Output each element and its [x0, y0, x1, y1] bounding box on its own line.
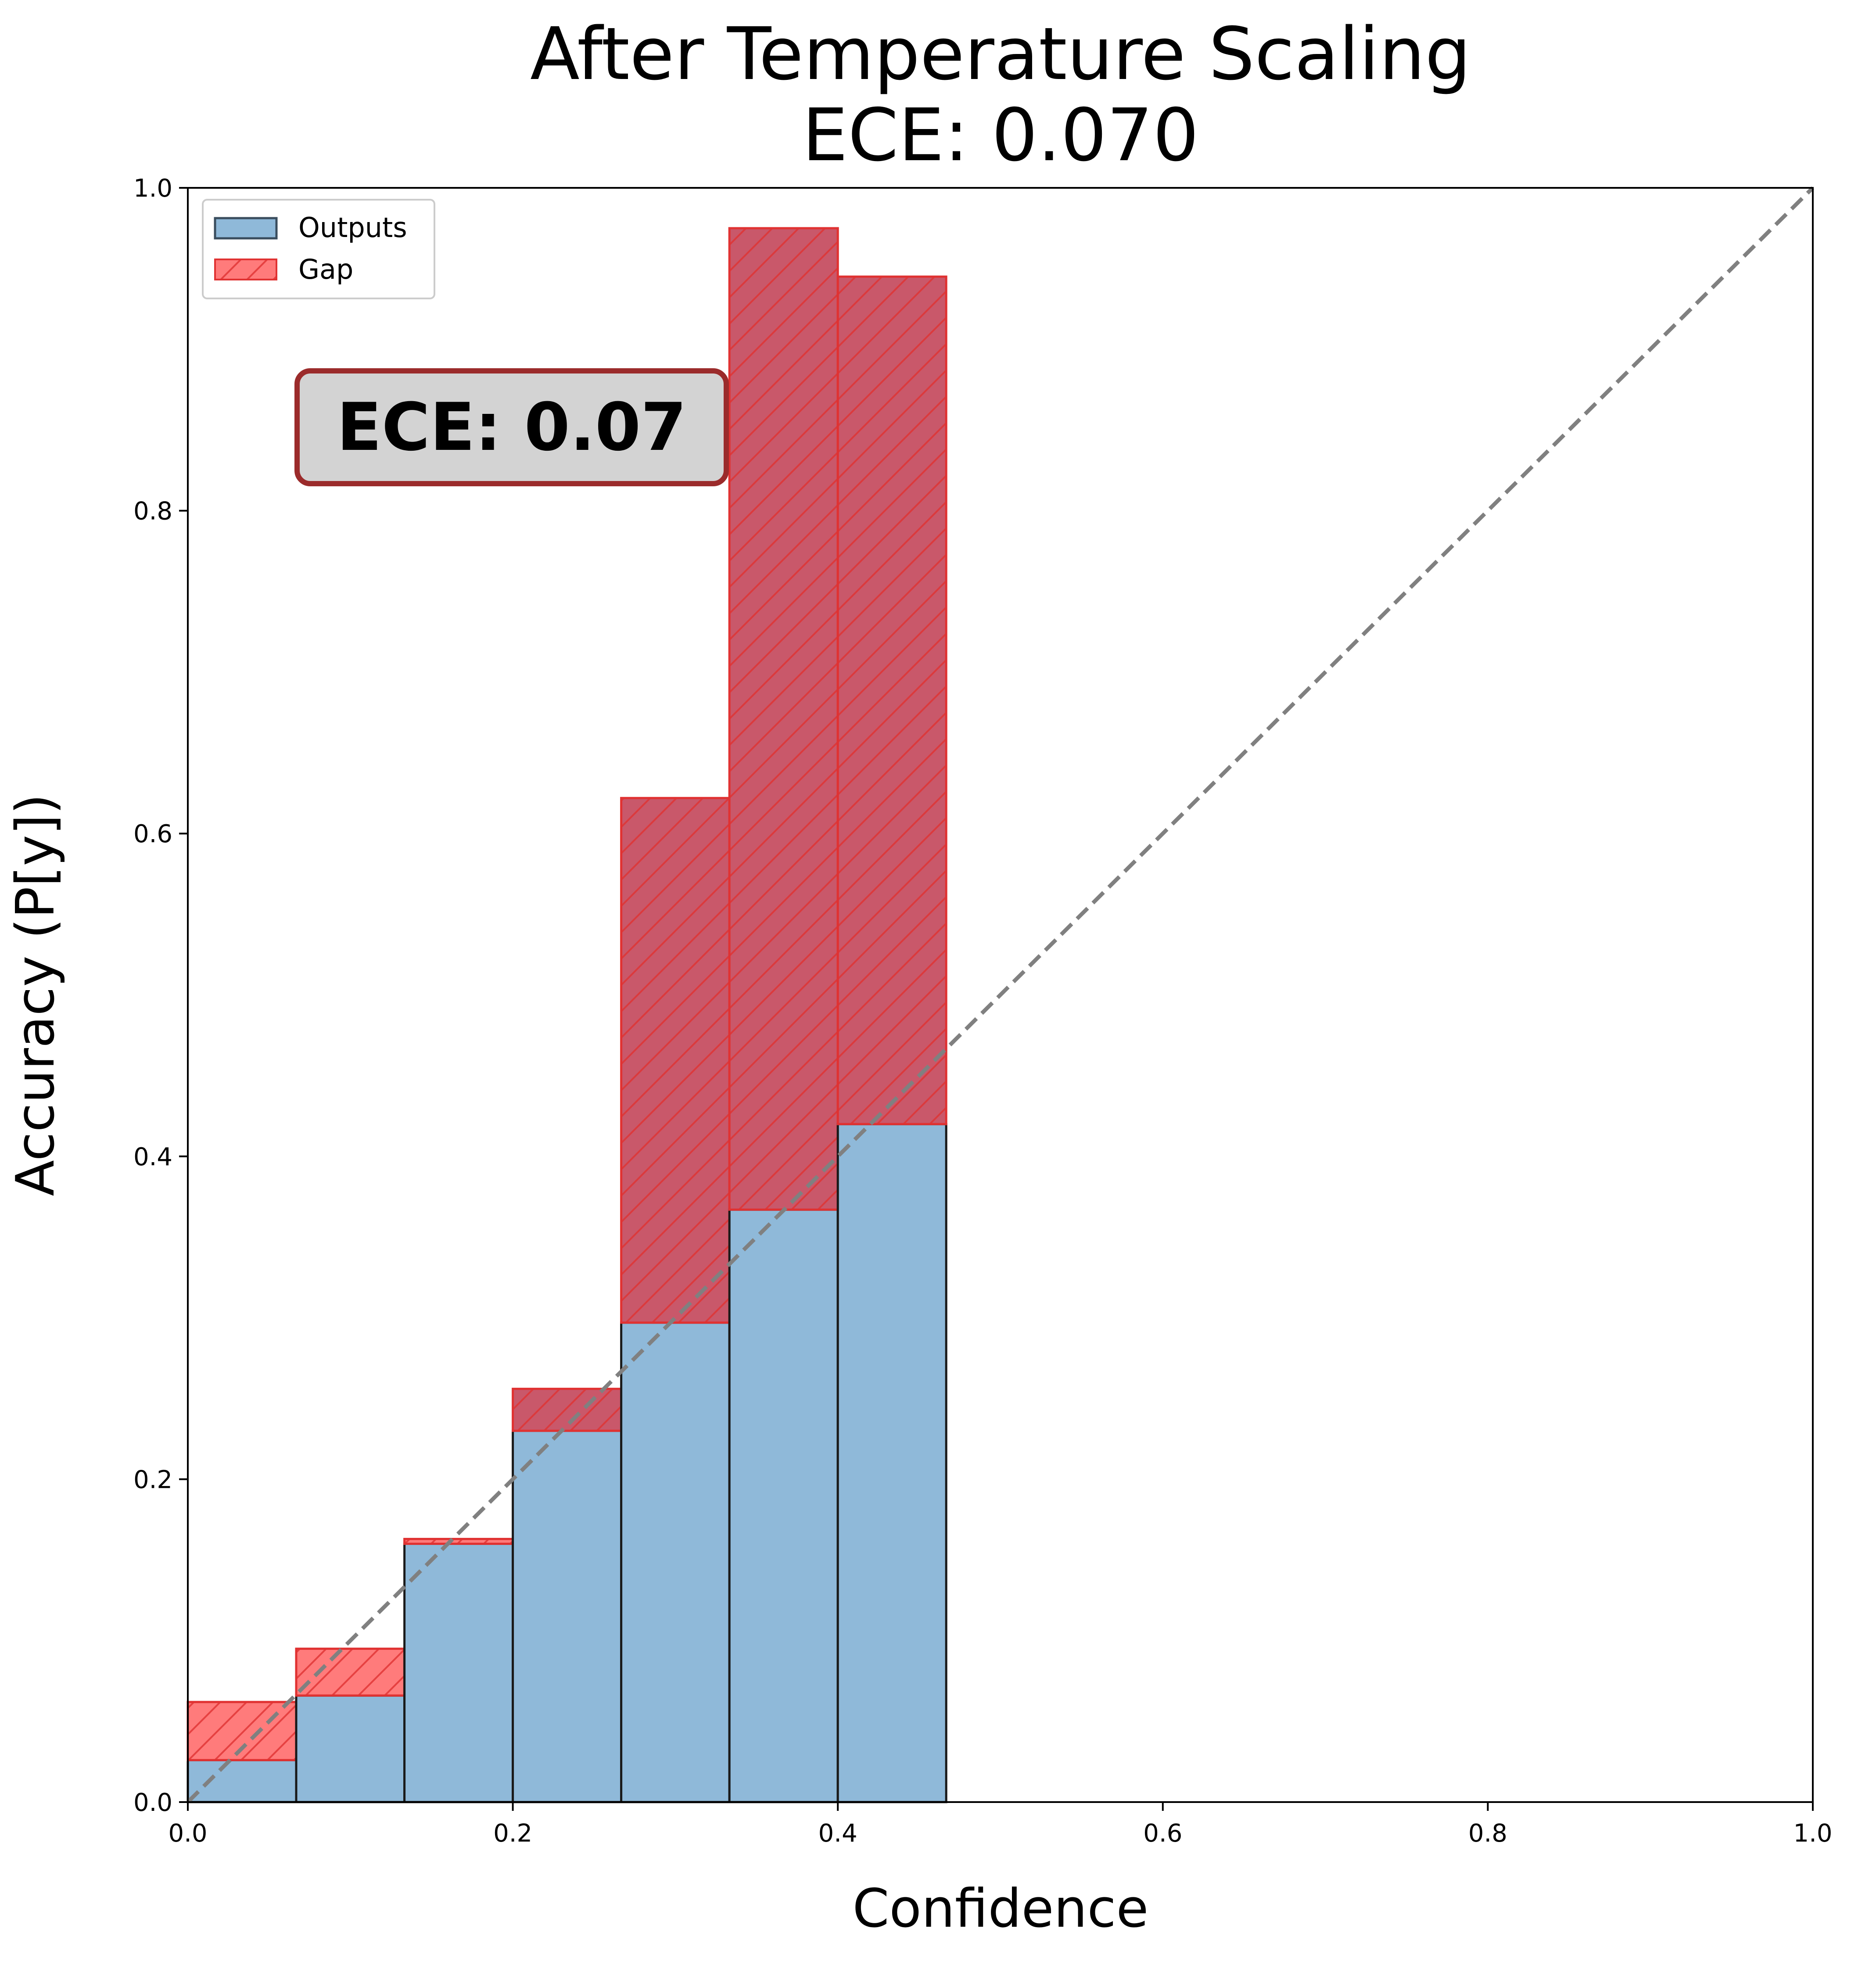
y-tick-label-0: 0.0 [133, 1788, 172, 1817]
y-axis-label: Accuracy (P[y]) [5, 794, 66, 1196]
ece-annotation: ECE: 0.07 [294, 368, 729, 486]
bars-layer [187, 227, 947, 1803]
x-tick-label-5: 1.0 [1793, 1819, 1832, 1848]
y-tick-label-2: 0.4 [133, 1143, 172, 1171]
x-axis: 0.0 0.2 0.4 0.6 0.8 1.0 [168, 1802, 1833, 1848]
x-tick-label-1: 0.2 [493, 1819, 532, 1848]
y-tick-label-1: 0.2 [133, 1465, 172, 1494]
legend-swatch-outputs [214, 217, 278, 240]
perfect-calibration-line [186, 186, 1815, 1804]
y-tick-label-5: 1.0 [133, 174, 172, 203]
reference-layer [186, 186, 1815, 1804]
x-tick-label-4: 0.8 [1468, 1819, 1507, 1848]
bar-gap-hatch-4 [620, 797, 731, 1324]
chart-subtitle: ECE: 0.070 [802, 93, 1199, 177]
bar-gap-hatch-5 [728, 227, 839, 1211]
bar-gap-hatch-1 [295, 1648, 406, 1697]
chart-title: After Temperature Scaling [530, 12, 1471, 96]
bar-outputs-1 [295, 1694, 406, 1803]
legend-label-outputs: Outputs [298, 212, 407, 244]
bar-outputs-4 [620, 1321, 731, 1803]
legend-label-gap: Gap [298, 253, 353, 285]
ece-annotation-text: ECE: 0.07 [337, 389, 686, 466]
legend: Outputs Gap [202, 199, 435, 299]
plot-frame [187, 187, 1814, 1803]
y-tick-label-3: 0.6 [133, 820, 172, 848]
bar-outputs-3 [512, 1429, 623, 1803]
bar-gap-hatch-2 [403, 1537, 514, 1545]
y-axis: 0.0 0.2 0.4 0.6 0.8 1.0 [133, 174, 188, 1817]
x-tick-label-0: 0.0 [168, 1819, 207, 1848]
bar-outputs-6 [836, 1123, 947, 1803]
legend-swatch-gap-hatch [215, 259, 276, 280]
x-tick-label-3: 0.6 [1143, 1819, 1182, 1848]
bar-gap-hatch-0 [187, 1701, 298, 1761]
bar-outputs-5 [728, 1208, 839, 1803]
ece-annotation-box [294, 368, 729, 486]
x-axis-label: Confidence [853, 1878, 1149, 1939]
bar-gap-hatch-6 [836, 275, 947, 1125]
y-tick-label-4: 0.8 [133, 497, 172, 526]
bar-gap-hatch-3 [512, 1387, 623, 1432]
bar-outputs-2 [403, 1543, 514, 1803]
bar-outputs-0 [187, 1759, 298, 1803]
x-tick-label-2: 0.4 [818, 1819, 857, 1848]
